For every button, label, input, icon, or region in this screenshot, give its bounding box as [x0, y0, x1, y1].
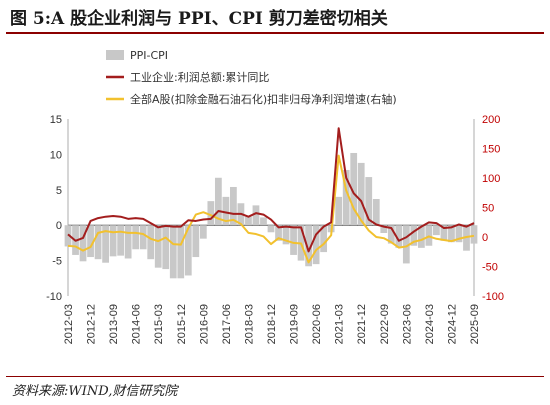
ppi-cpi-bar	[79, 225, 87, 262]
title-rule	[6, 32, 544, 34]
x-axis-tick-label: 2020-06	[311, 304, 323, 344]
x-axis-tick-label: 2016-09	[198, 304, 210, 344]
ppi-cpi-bar	[470, 225, 478, 244]
a-share-profit-line	[67, 154, 475, 264]
ppi-cpi-bar	[207, 201, 215, 226]
x-axis-tick-label: 2023-06	[401, 304, 413, 344]
ppi-cpi-bar	[448, 225, 455, 243]
x-axis-tick-label: 2025-09	[469, 304, 481, 344]
ppi-cpi-bar	[222, 196, 230, 226]
legend-label-industrial-profit: 工业企业:利润总额:累计同比	[130, 70, 269, 84]
ppi-cpi-bar	[417, 225, 425, 248]
ppi-cpi-bar	[410, 225, 418, 246]
ppi-cpi-bar	[252, 205, 260, 226]
ppi-cpi-bar	[320, 225, 328, 253]
ppi-cpi-bar	[162, 225, 170, 270]
ppi-cpi-bar	[335, 196, 343, 226]
left-axis-tick-label: 5	[56, 185, 62, 197]
x-axis-tick-label: 2024-12	[446, 304, 458, 344]
x-axis-tick-label: 2021-03	[334, 304, 346, 344]
right-axis-tick-label: -50	[482, 262, 498, 274]
ppi-cpi-bar	[357, 162, 365, 226]
ppi-cpi-bar	[192, 225, 200, 258]
left-axis-tick-label: 15	[50, 114, 62, 126]
ppi-cpi-bar	[372, 199, 380, 226]
x-axis-tick-label: 2017-06	[221, 304, 233, 344]
ppi-cpi-bar	[312, 225, 320, 265]
ppi-cpi-bar	[395, 225, 403, 248]
right-axis-tick-label: 100	[482, 173, 500, 185]
left-axis-tick-label: 10	[50, 149, 62, 161]
ppi-cpi-bar	[102, 225, 109, 263]
right-axis-tick-label: 50	[482, 203, 494, 215]
ppi-cpi-bar	[124, 225, 132, 259]
ppi-cpi-bar	[154, 225, 162, 268]
ppi-cpi-bar	[305, 225, 312, 267]
ppi-cpi-bar	[282, 225, 290, 245]
x-axis-tick-label: 2018-12	[266, 304, 278, 344]
left-axis-tick-label: -10	[46, 291, 62, 303]
ppi-cpi-bar	[230, 186, 237, 226]
x-axis-tick-label: 2012-03	[63, 304, 75, 344]
x-axis-tick-label: 2014-06	[131, 304, 143, 344]
ppi-cpi-bar	[245, 216, 252, 226]
line-series-group	[67, 127, 475, 264]
left-axis-tick-label: -5	[52, 256, 62, 268]
ppi-cpi-bar	[214, 177, 222, 226]
ppi-cpi-bar	[380, 225, 388, 233]
right-axis-tick-label: 200	[482, 114, 500, 126]
source-rule	[6, 376, 544, 377]
ppi-cpi-bar	[350, 152, 358, 226]
ppi-cpi-bar	[342, 169, 350, 226]
x-axis-tick-label: 2013-09	[108, 304, 120, 344]
ppi-cpi-bar	[387, 225, 395, 244]
ppi-cpi-bar	[184, 225, 192, 276]
left-axis-tick-label: 0	[56, 220, 62, 232]
x-axis-tick-label: 2022-09	[379, 304, 391, 344]
ppi-cpi-bar	[402, 225, 410, 264]
ppi-cpi-bar	[260, 217, 267, 226]
ppi-cpi-bar	[455, 225, 463, 243]
ppi-cpi-bar	[109, 225, 117, 257]
x-axis-tick-label: 2018-03	[243, 304, 255, 344]
ppi-cpi-bar	[94, 225, 102, 260]
right-axis-tick-label: -100	[482, 291, 504, 303]
x-axis-tick-label: 2012-12	[86, 304, 98, 344]
legend: PPI-CPI 工业企业:利润总额:累计同比全部A股(扣除金融石油石化)扣非归母净…	[106, 49, 397, 106]
source-note: 资料来源:WIND,财信研究院	[12, 384, 178, 399]
ppi-cpi-bar	[267, 225, 275, 233]
ppi-cpi-bar	[139, 225, 147, 250]
ppi-cpi-bar	[433, 225, 440, 236]
series-ppi-cpi	[64, 152, 478, 279]
x-axis-tick-label: 2021-12	[356, 304, 368, 344]
ppi-cpi-bar	[64, 225, 72, 247]
ppi-cpi-bar	[440, 225, 448, 241]
legend-label-a-share-profit: 全部A股(扣除金融石油石化)扣非归母净利润增速(右轴)	[130, 92, 397, 106]
ppi-cpi-bar	[275, 225, 282, 241]
figure-title: 图 5:A 股企业利润与 PPI、CPI 剪刀差密切相关	[10, 9, 388, 29]
ppi-cpi-bar	[147, 225, 155, 260]
right-axis-tick-label: 150	[482, 144, 500, 156]
right-axis-tick-label: 0	[482, 232, 488, 244]
ppi-cpi-bar	[132, 225, 140, 250]
x-axis-tick-label: 2019-09	[289, 304, 301, 344]
legend-swatch-ppi-cpi	[106, 50, 124, 60]
ppi-cpi-bar	[365, 177, 373, 226]
ppi-cpi-bar	[199, 225, 207, 239]
ppi-cpi-bar	[169, 225, 177, 279]
industrial-profit-line	[67, 127, 475, 253]
x-axis-tick-label: 2015-12	[176, 304, 188, 344]
legend-label-ppi-cpi: PPI-CPI	[130, 49, 168, 62]
ppi-cpi-bar	[87, 225, 94, 258]
ppi-cpi-bar	[177, 225, 185, 279]
ppi-cpi-bar	[117, 225, 125, 256]
ppi-cpi-bar	[290, 225, 297, 255]
x-axis-tick-label: 2015-03	[153, 304, 165, 344]
x-axis-tick-label: 2024-03	[424, 304, 436, 344]
chart-frame	[67, 119, 475, 296]
